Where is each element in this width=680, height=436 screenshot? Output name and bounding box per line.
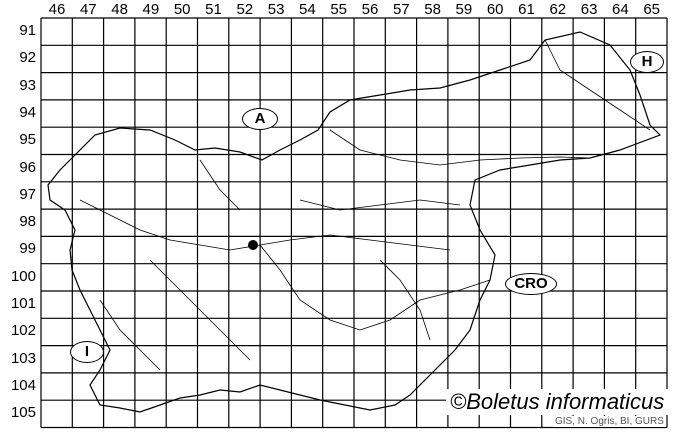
- column-label: 53: [267, 1, 285, 18]
- country-border: [47, 31, 662, 413]
- row-label: 103: [10, 349, 36, 367]
- column-label: 46: [48, 1, 66, 18]
- column-label: 64: [612, 1, 629, 18]
- column-label: 56: [361, 1, 379, 18]
- row-label: 97: [19, 185, 36, 203]
- rivers: [79, 39, 651, 371]
- data-source: GIS, N. Ogris, BI, GURS: [553, 416, 666, 427]
- column-label: 54: [299, 1, 316, 18]
- column-label: 47: [79, 1, 97, 18]
- column-label: 50: [173, 1, 191, 18]
- country-label-croatia: CRO: [505, 273, 557, 295]
- row-label: 91: [19, 22, 36, 39]
- column-label: 59: [455, 1, 473, 18]
- row-label: 95: [19, 131, 36, 149]
- country-label-austria: A: [242, 108, 278, 130]
- row-label: 92: [19, 49, 36, 67]
- row-label: 100: [10, 267, 36, 285]
- row-label: 104: [10, 376, 36, 394]
- country-label-hungary: H: [630, 51, 664, 73]
- row-label: 105: [10, 404, 36, 422]
- row-label: 93: [19, 76, 36, 94]
- column-label: 55: [330, 1, 348, 18]
- row-label: 98: [19, 213, 36, 231]
- row-label: 96: [19, 158, 36, 176]
- column-label: 49: [142, 1, 160, 18]
- row-label: 99: [19, 240, 36, 258]
- column-label: 51: [205, 1, 222, 18]
- column-label: 61: [518, 1, 535, 18]
- column-label: 63: [580, 1, 598, 18]
- row-label: 102: [10, 322, 36, 340]
- column-label: 62: [549, 1, 567, 18]
- row-label: 101: [10, 295, 36, 312]
- record-marker: [248, 240, 258, 250]
- column-label: 65: [643, 1, 661, 18]
- column-label: 58: [424, 1, 441, 18]
- column-label: 60: [486, 1, 504, 18]
- copyright-credit: ©Boletus informaticus: [446, 389, 669, 415]
- column-label: 52: [236, 1, 254, 18]
- country-label-italy: I: [70, 341, 104, 363]
- column-label: 57: [392, 1, 410, 18]
- column-label: 48: [111, 1, 128, 18]
- row-label: 94: [19, 103, 36, 121]
- grid-lines: [40, 17, 668, 429]
